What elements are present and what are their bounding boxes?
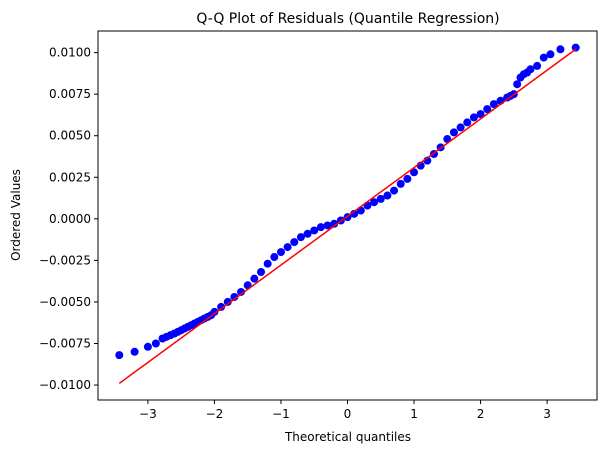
data-point [449,128,458,137]
data-point [376,194,385,203]
data-point [237,287,246,296]
data-point [323,221,332,230]
x-tick-label: −2 [206,407,224,421]
data-point [383,191,392,200]
y-axis-label: Ordered Values [9,169,23,261]
data-point [296,233,305,242]
data-point [350,209,359,218]
y-tick-label: −0.0025 [39,253,91,267]
x-tick-label: 0 [344,407,352,421]
x-tick-label: −1 [272,407,290,421]
data-point [276,248,285,257]
axis-ticks: −3 −2 −1 0 1 2 3 −0.0100 −0.0075 −0.0050 −0.0025 0.… [39,46,551,421]
data-point [476,110,485,119]
data-point [270,253,279,262]
y-tick-label: 0.0075 [49,87,91,101]
data-point [143,342,152,351]
x-axis-label: Theoretical quantiles [284,430,411,444]
x-tick-label: 3 [543,407,551,421]
data-point [310,226,319,235]
x-tick-label: 1 [410,407,418,421]
y-tick-label: 0.0100 [49,46,91,60]
y-tick-label: −0.0075 [39,336,91,350]
data-point [556,45,565,54]
data-point [463,118,472,127]
data-point [115,351,124,360]
data-point [316,223,325,232]
x-tick-label: 2 [477,407,485,421]
data-point [217,302,226,311]
data-point [250,274,259,283]
x-tick-label: −3 [139,407,157,421]
data-point [533,61,542,70]
y-tick-label: 0.0050 [49,129,91,143]
data-point [370,198,379,207]
y-tick-label: 0.0025 [49,170,91,184]
chart-title: Q-Q Plot of Residuals (Quantile Regressi… [196,11,499,27]
data-point [571,43,580,52]
data-point [456,123,465,132]
data-point [223,297,232,306]
data-point [469,113,478,122]
reference-line [118,48,577,384]
data-point [403,174,412,183]
data-point [410,168,419,177]
data-point [539,53,548,62]
data-point [210,307,219,316]
data-point [489,100,498,109]
data-point [390,186,399,195]
data-point [396,179,405,188]
data-point [546,50,555,59]
data-point [283,243,292,252]
y-tick-label: 0.0000 [49,212,91,226]
data-point [303,229,312,238]
data-point [526,65,535,74]
data-point [483,105,492,114]
data-point [290,238,299,247]
data-point [257,268,266,277]
data-point [513,80,522,89]
data-point [151,339,160,348]
y-tick-label: −0.0050 [39,295,91,309]
data-point [263,259,272,268]
data-point [230,292,239,301]
data-point [130,347,139,356]
plot-frame [97,30,598,401]
plot-area [115,43,580,384]
y-tick-label: −0.0100 [39,378,91,392]
data-point [330,219,339,228]
